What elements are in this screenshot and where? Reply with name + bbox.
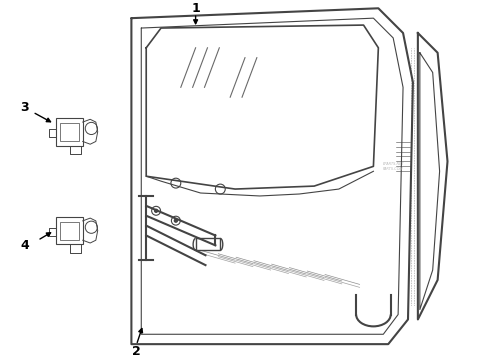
Text: 3: 3: [21, 100, 29, 113]
Text: 4: 4: [21, 239, 29, 252]
Text: 2: 2: [132, 345, 141, 357]
Text: EPARTS.NET
PARTS.COM: EPARTS.NET PARTS.COM: [382, 162, 404, 171]
Text: 1: 1: [191, 2, 200, 15]
Circle shape: [174, 219, 177, 222]
Circle shape: [155, 209, 158, 212]
